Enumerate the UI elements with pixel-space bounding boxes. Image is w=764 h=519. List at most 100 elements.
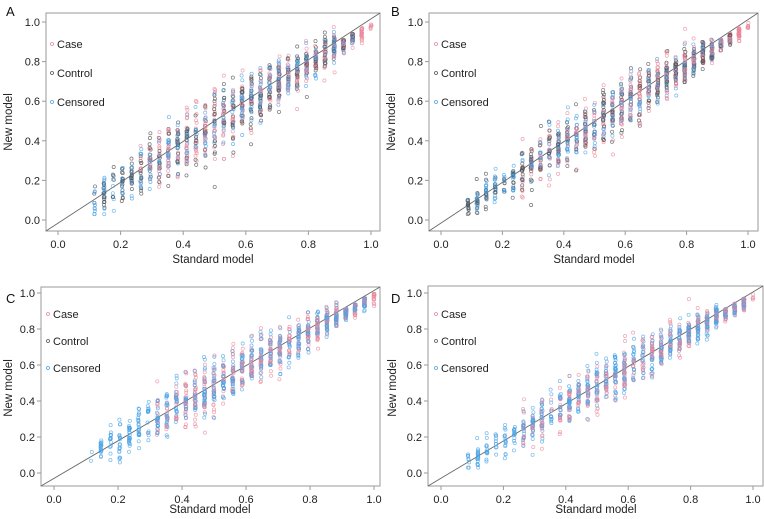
point-case	[166, 146, 171, 151]
point-case	[567, 392, 572, 397]
point-censored	[297, 346, 302, 351]
point-censored	[296, 337, 301, 342]
point-censored	[474, 210, 479, 215]
point-censored	[704, 337, 709, 342]
point-control	[466, 201, 471, 206]
point-case	[211, 415, 216, 420]
point-censored	[146, 429, 151, 434]
point-case	[751, 292, 756, 297]
point-control	[267, 105, 272, 110]
plot-area-frame	[428, 12, 759, 232]
point-censored	[230, 110, 235, 114]
point-case	[677, 342, 682, 347]
point-case	[249, 100, 254, 105]
point-censored	[324, 306, 329, 310]
point-control	[184, 173, 189, 178]
point-censored	[127, 430, 132, 435]
point-control	[341, 45, 346, 50]
point-case	[359, 30, 364, 35]
point-case	[148, 162, 153, 167]
y-tick-label: 1.0	[407, 288, 422, 300]
point-censored	[269, 328, 273, 333]
point-censored	[249, 110, 254, 115]
point-censored	[139, 174, 144, 179]
point-control	[147, 168, 152, 173]
point-case	[683, 26, 687, 31]
point-censored	[334, 314, 339, 319]
x-tick-label: 1.0	[363, 239, 378, 251]
point-censored	[603, 378, 608, 383]
point-case	[287, 327, 292, 332]
point-censored	[117, 456, 122, 461]
point-control	[129, 178, 134, 183]
point-control	[258, 72, 262, 77]
y-tick-label: 0.8	[408, 57, 423, 69]
point-case	[601, 115, 606, 120]
point-censored	[98, 442, 103, 446]
point-control	[475, 191, 480, 196]
legend-marker-censored	[434, 100, 438, 104]
point-case	[231, 355, 235, 360]
point-censored	[156, 424, 160, 428]
point-censored	[475, 192, 480, 197]
point-case	[547, 142, 552, 147]
point-case	[673, 84, 678, 88]
point-censored	[127, 432, 132, 437]
point-censored	[677, 325, 682, 330]
point-censored	[221, 372, 226, 376]
point-censored	[211, 381, 216, 386]
point-case	[714, 317, 719, 322]
point-censored	[494, 452, 499, 457]
point-censored	[586, 391, 590, 396]
point-censored	[493, 439, 498, 444]
y-tick-label: 0.8	[20, 324, 35, 336]
point-control	[547, 163, 552, 168]
point-censored	[732, 310, 737, 315]
point-censored	[512, 436, 517, 441]
point-control	[322, 30, 327, 35]
point-censored	[647, 77, 652, 82]
point-case	[595, 388, 600, 393]
point-case	[546, 134, 551, 139]
point-censored	[108, 440, 113, 445]
point-censored	[705, 325, 710, 330]
point-censored	[565, 105, 570, 110]
point-censored	[117, 434, 122, 439]
legend-label-censored: Censored	[53, 363, 101, 375]
point-case	[519, 194, 524, 199]
point-case	[184, 405, 189, 409]
point-censored	[174, 409, 179, 413]
x-tick-label: 0.2	[495, 239, 510, 251]
point-censored	[258, 66, 263, 71]
point-censored	[136, 412, 141, 417]
point-censored	[221, 354, 225, 359]
panel-D: D0.0 0.2 0.4 0.6 0.8 1.00.00.20.40.60.81.0Sta…	[387, 285, 764, 516]
point-case	[221, 368, 226, 373]
point-censored	[259, 350, 264, 355]
point-censored	[155, 398, 160, 403]
point-case	[278, 354, 283, 359]
point-censored	[332, 52, 336, 57]
point-censored	[610, 103, 615, 108]
point-censored	[714, 307, 718, 312]
point-case	[231, 87, 236, 92]
point-case	[268, 98, 273, 103]
point-control	[547, 128, 552, 133]
point-case	[184, 144, 189, 149]
point-case	[239, 376, 244, 381]
point-censored	[138, 184, 143, 189]
point-case	[540, 421, 545, 426]
point-case	[565, 129, 570, 134]
x-tick-label: 0.0	[433, 239, 448, 251]
point-censored	[294, 84, 299, 89]
point-censored	[137, 431, 142, 436]
point-control	[673, 58, 678, 63]
point-censored	[700, 45, 705, 50]
point-censored	[350, 34, 355, 39]
point-case	[751, 295, 756, 300]
point-censored	[102, 177, 107, 182]
point-case	[269, 373, 274, 378]
point-case	[194, 145, 199, 150]
point-control	[249, 82, 254, 86]
point-censored	[557, 379, 562, 384]
